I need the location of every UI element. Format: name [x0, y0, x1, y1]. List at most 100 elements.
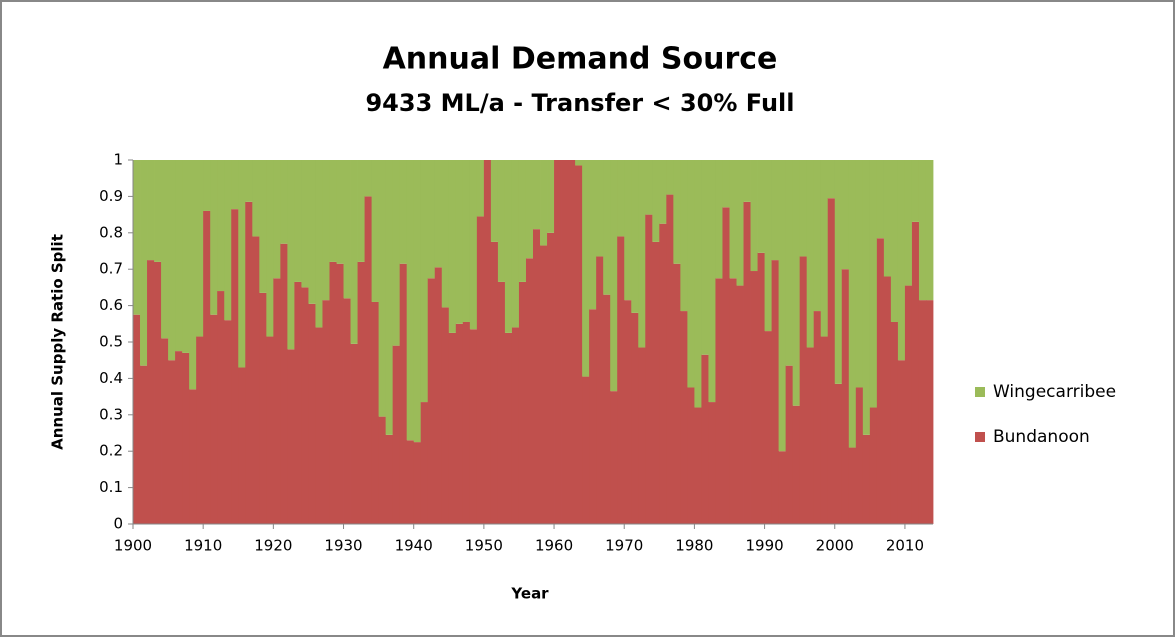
bar-segment: [357, 160, 365, 262]
bar-segment: [518, 160, 527, 282]
bar-segment: [231, 209, 239, 524]
bar-segment: [694, 407, 702, 524]
bar-segment: [911, 221, 920, 524]
bar-segment: [603, 294, 611, 524]
bar-segment: [350, 343, 358, 524]
bar-segment: [175, 160, 183, 352]
bar-segment: [533, 229, 541, 524]
bar-segment: [834, 383, 843, 524]
bar-segment: [280, 243, 288, 524]
bar-segment: [175, 351, 183, 524]
x-tick-label: 1990: [745, 537, 783, 555]
bar-segment: [231, 160, 239, 210]
bar-segment: [378, 416, 387, 524]
bar-segment: [525, 160, 534, 259]
bar-segment: [315, 160, 323, 328]
bar-segment: [617, 236, 625, 524]
x-tick-label: 1910: [184, 537, 222, 555]
chart-title: Annual Demand Source: [383, 42, 778, 77]
bar-segment: [329, 160, 337, 262]
bar-segment: [855, 160, 864, 388]
bar-segment: [434, 267, 443, 524]
bar-segment: [841, 269, 850, 524]
y-tick-label: 0.9: [99, 187, 123, 205]
bar-segment: [890, 321, 899, 524]
bar-segment: [525, 258, 534, 524]
bar-segment: [385, 160, 394, 435]
bar-segment: [631, 312, 639, 524]
x-tick-label: 2010: [886, 537, 924, 555]
bar-segment: [869, 160, 878, 408]
bar-segment: [617, 160, 625, 237]
bar-segment: [792, 160, 801, 406]
y-tick-label: 0.8: [99, 223, 123, 241]
bar-segment: [168, 360, 176, 524]
bar-segment: [357, 261, 365, 524]
bar-segment: [133, 314, 141, 524]
bar-segment: [540, 160, 548, 246]
bar-segment: [504, 332, 513, 524]
bar-segment: [589, 160, 597, 310]
bar-segment: [862, 434, 871, 524]
bar-segment: [483, 160, 492, 524]
bar-segment: [785, 365, 794, 524]
bar-segment: [217, 291, 225, 524]
bar-segment: [624, 160, 632, 301]
x-axis-label: Year: [510, 585, 549, 603]
bar-segment: [673, 263, 681, 524]
bar-segment: [497, 281, 506, 524]
bar-segment: [266, 160, 274, 337]
bar-segment: [925, 300, 934, 524]
bar-segment: [140, 365, 148, 524]
bar-segment: [659, 223, 667, 524]
bar-segment: [841, 160, 850, 270]
bar-segment: [771, 260, 780, 524]
bar-segment: [392, 160, 401, 346]
bar-segment: [820, 160, 829, 337]
bar-segment: [918, 160, 927, 301]
bar-segment: [715, 160, 723, 279]
bar-segment: [848, 447, 857, 524]
bar-segment: [708, 402, 716, 524]
bar-segment: [785, 160, 794, 366]
bar-segment: [259, 292, 267, 524]
bar-segment: [554, 160, 562, 524]
bar-segment: [287, 160, 295, 350]
chart-subtitle: 9433 ML/a - Transfer < 30% Full: [365, 89, 794, 117]
bar-segment: [729, 278, 737, 524]
bar-segment: [203, 210, 211, 524]
bar-segment: [750, 160, 758, 272]
bar-segment: [210, 160, 218, 315]
y-tick-label: 0.2: [99, 442, 123, 460]
bar-segment: [469, 160, 478, 330]
bar-segment: [575, 160, 583, 166]
bar-segment: [883, 276, 892, 524]
x-tick-label: 2000: [816, 537, 854, 555]
bar-segment: [624, 300, 632, 524]
bar-segment: [280, 160, 288, 244]
bar-segment: [645, 214, 653, 524]
bar-segment: [827, 198, 836, 524]
bar-segment: [799, 160, 808, 257]
bar-segment: [154, 160, 162, 262]
bar-segment: [294, 160, 302, 282]
bar-segment: [343, 298, 351, 524]
bar-segment: [806, 160, 815, 348]
bar-segment: [455, 323, 464, 524]
x-tick-label: 1960: [535, 537, 573, 555]
bar-segment: [518, 281, 527, 524]
bar-segment: [610, 391, 618, 524]
bar-segment: [196, 336, 204, 524]
bar-segment: [252, 236, 260, 524]
bar-segment: [701, 354, 709, 524]
bar-segment: [322, 160, 330, 301]
bar-segment: [722, 207, 730, 524]
bar-segment: [575, 165, 583, 524]
bar-segment: [568, 160, 576, 524]
bar-segment: [420, 160, 429, 403]
bar-segment: [631, 160, 639, 313]
bar-segment: [743, 201, 751, 525]
bar-segment: [182, 352, 190, 524]
bar-segment: [645, 160, 653, 215]
bar-segment: [869, 407, 878, 524]
